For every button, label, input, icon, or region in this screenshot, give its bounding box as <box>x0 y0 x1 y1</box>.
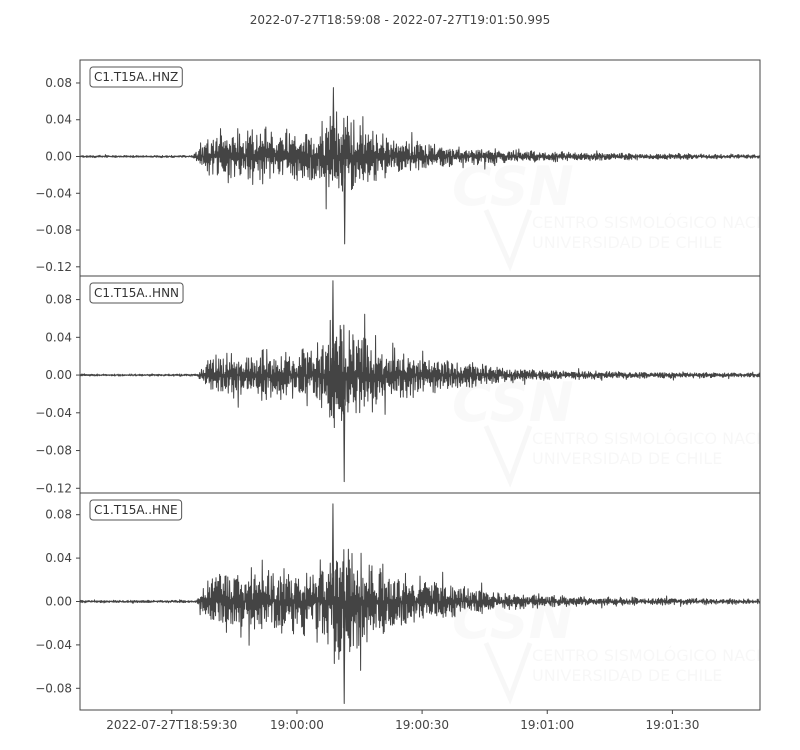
channel-label-box <box>89 66 183 88</box>
waveform-trace <box>80 87 760 245</box>
y-tick-label: −0.08 <box>35 681 72 695</box>
channel-label: C1.T15A..HNZ <box>89 66 183 88</box>
y-tick-label: −0.12 <box>35 481 72 495</box>
watermark-line2: UNIVERSIDAD DE CHILE <box>532 233 722 252</box>
y-tick-label: 0.00 <box>45 595 72 609</box>
y-tick-label: 0.04 <box>45 551 72 565</box>
y-tick-label: −0.08 <box>35 223 72 237</box>
x-tick-label: 19:00:30 <box>395 718 449 732</box>
x-tick-label: 19:01:00 <box>520 718 574 732</box>
waveform-trace <box>80 280 760 483</box>
y-tick-label: 0.08 <box>45 508 72 522</box>
y-tick-label: −0.04 <box>35 186 72 200</box>
y-axis: 0.08 0.04 0.00 −0.04 −0.08 <box>35 508 80 695</box>
y-tick-label: 0.08 <box>45 293 72 307</box>
y-axis: 0.08 0.04 0.00 −0.04 −0.08 −0.12 <box>35 293 80 495</box>
channel-label: C1.T15A..HNN <box>89 282 184 304</box>
x-tick-label: 19:00:00 <box>270 718 324 732</box>
channel-label: C1.T15A..HNE <box>89 499 183 521</box>
y-axis: 0.08 0.04 0.00 −0.04 −0.08 −0.12 <box>35 76 80 274</box>
channel-label-text: C1.T15A..HNE <box>94 503 178 517</box>
watermark-line2: UNIVERSIDAD DE CHILE <box>532 666 722 685</box>
y-tick-label: −0.12 <box>35 260 72 274</box>
y-tick-label: 0.00 <box>45 150 72 164</box>
watermark-line2: UNIVERSIDAD DE CHILE <box>532 449 722 468</box>
channel-label-text: C1.T15A..HNZ <box>94 70 178 84</box>
watermark-w-icon <box>486 426 530 481</box>
y-tick-label: −0.04 <box>35 638 72 652</box>
y-tick-label: −0.08 <box>35 444 72 458</box>
channel-label-text: C1.T15A..HNN <box>94 286 179 300</box>
watermark-w-icon <box>486 210 530 265</box>
chart-title: 2022-07-27T18:59:08 - 2022-07-27T19:01:5… <box>249 13 551 27</box>
waveform-trace <box>80 503 760 704</box>
y-tick-label: 0.00 <box>45 368 72 382</box>
channel-label-box <box>89 282 184 304</box>
watermark-w-icon <box>486 643 530 698</box>
watermark-logo-text: CSN <box>452 155 574 218</box>
x-tick-label: 19:01:30 <box>645 718 699 732</box>
y-tick-label: 0.04 <box>45 330 72 344</box>
y-tick-label: 0.08 <box>45 76 72 90</box>
y-tick-label: 0.04 <box>45 113 72 127</box>
x-tick-label: 2022-07-27T18:59:30 <box>106 718 237 732</box>
x-axis: 2022-07-27T18:59:30 19:00:00 19:00:30 19:01… <box>106 710 699 732</box>
channel-label-box <box>89 499 183 521</box>
y-tick-label: −0.04 <box>35 406 72 420</box>
